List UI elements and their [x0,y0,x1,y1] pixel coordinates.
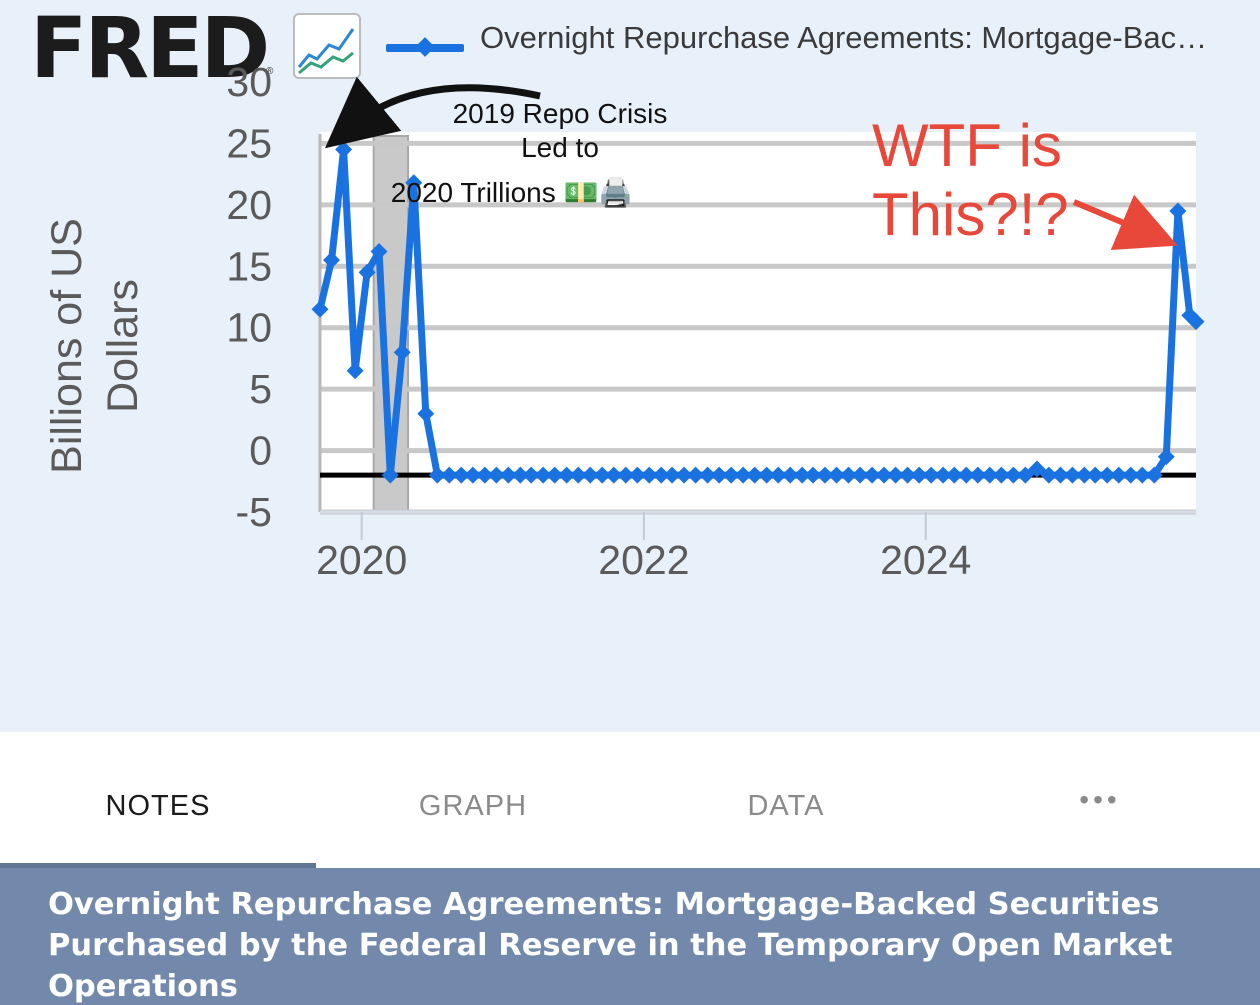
data-point[interactable] [381,466,399,484]
y-tick-label: 20 [226,182,272,228]
registered-mark: ® [266,66,274,77]
data-point[interactable] [910,466,928,484]
tab-graph[interactable]: GRAPH [418,790,528,822]
tab-notes[interactable]: NOTES [105,790,211,822]
chart-svg[interactable]: 30 25 20 15 10 5 0 -5 2020 2022 2024 2019 Repo Cri… [0,0,1260,732]
data-point[interactable] [746,466,764,484]
annotation-repo-crisis-line: 2020 Trillions 💵🖨️ [391,176,633,209]
data-point[interactable] [769,466,787,484]
annotation-wtf-line: WTF is [872,112,1062,179]
data-point[interactable] [628,466,646,484]
y-tick-label: 0 [249,428,272,474]
data-point[interactable] [440,466,458,484]
data-point[interactable] [522,466,540,484]
y-tick-label: 15 [226,243,272,289]
data-point[interactable] [981,466,999,484]
data-point[interactable] [476,466,494,484]
active-tab-indicator [0,863,316,869]
line-chart-icon [293,13,361,79]
y-tick-label: 25 [226,120,272,166]
data-point[interactable] [828,466,846,484]
data-point[interactable] [1075,466,1093,484]
data-point[interactable] [734,466,752,484]
y-tick-label: 5 [249,366,272,412]
data-point[interactable] [781,466,799,484]
tab-bar: NOTES GRAPH DATA ••• [0,732,1260,868]
data-point[interactable] [311,300,329,318]
data-point[interactable] [1187,313,1205,331]
data-point[interactable] [640,466,658,484]
series-title-banner: Overnight Repurchase Agreements: Mortgag… [0,868,1260,1005]
x-tick-label: 2024 [880,537,971,583]
series-title: Overnight Repurchase Agreements: Mortgag… [48,887,1173,1004]
annotation-repo-crisis-line: Led to [521,132,599,163]
data-point[interactable] [687,466,705,484]
annotation-repo-crisis-line: 2019 Repo Crisis [453,98,668,129]
data-point[interactable] [992,466,1010,484]
data-point[interactable] [358,263,376,281]
fred-logo: FRED [30,0,270,97]
annotation-arrow-repo [324,76,541,149]
chart-panel: FRED ® Overnight Repurchase Agreements: … [0,0,1260,732]
x-tick-label: 2022 [598,537,689,583]
tab-data[interactable]: DATA [747,790,825,822]
x-tick-label: 2020 [316,537,407,583]
data-point[interactable] [804,466,822,484]
data-point[interactable] [1157,448,1175,466]
data-point[interactable] [393,343,411,361]
more-options-icon[interactable]: ••• [1079,784,1121,815]
annotation-wtf-line: This?!? [872,181,1069,248]
data-point[interactable] [863,466,881,484]
y-tick-label: 10 [226,305,272,351]
y-tick-label: 30 [226,59,272,105]
data-point[interactable] [452,466,470,484]
y-tick-label: -5 [236,489,272,535]
data-point[interactable] [346,362,364,380]
data-point[interactable] [605,466,623,484]
data-point[interactable] [1016,466,1034,484]
data-point[interactable] [417,405,435,423]
annotation-arrow-wtf [1072,194,1178,251]
data-point[interactable] [405,174,423,192]
data-point[interactable] [899,466,917,484]
